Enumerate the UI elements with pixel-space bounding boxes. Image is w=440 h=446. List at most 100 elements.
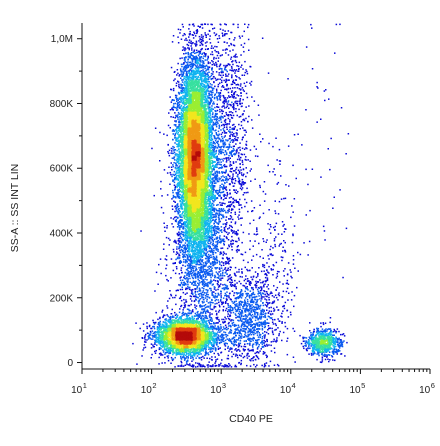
event-dot — [206, 317, 209, 320]
event-dot — [243, 325, 245, 328]
event-dot — [222, 117, 224, 119]
event-dot — [225, 302, 227, 304]
event-dot — [259, 350, 261, 352]
event-dot — [160, 353, 163, 355]
event-dot — [268, 327, 270, 330]
event-dot — [341, 345, 344, 348]
event-dot — [210, 265, 212, 268]
event-dot — [217, 193, 219, 195]
event-dot — [209, 304, 212, 306]
event-dot — [227, 267, 229, 270]
event-dot — [230, 230, 233, 232]
event-dot — [180, 248, 183, 251]
event-dot — [250, 315, 252, 317]
event-dot — [242, 328, 244, 330]
event-dot — [207, 364, 210, 366]
event-dot — [207, 246, 210, 248]
event-dot — [278, 294, 281, 297]
event-dot — [167, 124, 170, 127]
event-dot — [215, 71, 218, 73]
event-dot — [200, 275, 203, 277]
event-dot — [212, 71, 214, 73]
event-dot — [264, 316, 266, 319]
event-dot — [198, 302, 200, 304]
event-dot — [213, 210, 215, 213]
event-dot — [190, 311, 192, 314]
event-dot — [259, 336, 261, 339]
event-dot — [226, 221, 228, 224]
event-dot — [216, 90, 218, 92]
event-dot — [223, 86, 225, 88]
event-dot — [227, 115, 230, 117]
event-dot — [214, 267, 216, 269]
event-dot — [132, 342, 134, 345]
event-dot — [225, 153, 228, 156]
event-dot — [218, 241, 221, 243]
event-dot — [272, 307, 275, 310]
event-dot — [223, 343, 226, 346]
event-dot — [166, 227, 168, 229]
event-dot — [241, 187, 244, 189]
event-dot — [249, 344, 251, 346]
event-dot — [168, 149, 171, 152]
event-dot — [192, 37, 195, 39]
event-dot — [238, 116, 241, 118]
event-dot — [268, 142, 270, 145]
event-dot — [287, 299, 289, 301]
event-dot — [230, 111, 232, 113]
event-dot — [218, 267, 221, 269]
event-dot — [277, 233, 280, 235]
event-dot — [174, 272, 177, 275]
event-dot — [216, 99, 219, 101]
event-dot — [204, 316, 206, 319]
event-dot — [215, 133, 218, 135]
event-dot — [232, 141, 234, 143]
event-dot — [183, 251, 185, 254]
event-dot — [214, 214, 216, 216]
event-dot — [200, 364, 202, 366]
event-dot — [172, 129, 174, 131]
event-dot — [311, 339, 313, 341]
event-dot — [233, 145, 235, 147]
event-dot — [203, 52, 205, 54]
event-dot — [220, 252, 223, 255]
event-dot — [340, 353, 342, 355]
event-dot — [261, 346, 264, 348]
event-dot — [214, 362, 216, 364]
event-dot — [250, 325, 253, 328]
event-dot — [246, 320, 249, 322]
event-dot — [174, 78, 176, 80]
event-dot — [181, 223, 183, 225]
event-dot — [210, 270, 213, 272]
event-dot — [275, 222, 278, 225]
event-dot — [174, 177, 176, 180]
event-dot — [269, 313, 272, 315]
event-dot — [215, 51, 218, 53]
event-dot — [254, 298, 256, 300]
event-dot — [189, 264, 191, 266]
event-dot — [200, 34, 203, 36]
event-dot — [194, 296, 196, 298]
event-dot — [172, 191, 174, 194]
event-dot — [224, 67, 226, 70]
event-dot — [281, 233, 283, 235]
event-dot — [249, 349, 252, 352]
event-dot — [215, 298, 217, 301]
event-dot — [201, 53, 203, 55]
event-dot — [248, 115, 250, 118]
event-dot — [214, 296, 216, 299]
event-dot — [216, 96, 218, 99]
event-dot — [297, 270, 299, 272]
event-dot — [338, 347, 341, 349]
event-dot — [179, 240, 181, 242]
event-dot — [215, 212, 217, 214]
event-dot — [262, 257, 264, 259]
event-dot — [189, 298, 192, 300]
event-dot — [208, 321, 210, 323]
event-dot — [235, 240, 237, 243]
event-dot — [216, 65, 218, 68]
event-dot — [187, 270, 189, 272]
event-dot — [241, 330, 244, 332]
event-dot — [212, 234, 214, 236]
event-dot — [343, 340, 345, 342]
